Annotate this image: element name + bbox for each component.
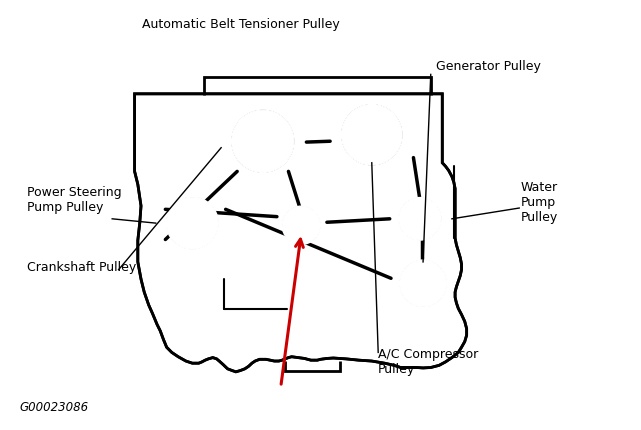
Circle shape bbox=[231, 111, 294, 173]
Text: Power Steering
Pump Pulley: Power Steering Pump Pulley bbox=[27, 186, 122, 214]
Circle shape bbox=[399, 261, 447, 307]
Circle shape bbox=[166, 198, 219, 249]
Circle shape bbox=[282, 207, 320, 245]
Text: G00023086: G00023086 bbox=[19, 400, 88, 413]
Text: Water
Pump
Pulley: Water Pump Pulley bbox=[520, 181, 558, 224]
Text: Generator Pulley: Generator Pulley bbox=[436, 60, 541, 73]
Text: Automatic Belt Tensioner Pulley: Automatic Belt Tensioner Pulley bbox=[142, 18, 339, 31]
Polygon shape bbox=[135, 95, 467, 372]
Text: Crankshaft Pulley: Crankshaft Pulley bbox=[27, 260, 136, 273]
Circle shape bbox=[342, 105, 402, 166]
Text: A/C Compressor
Pulley: A/C Compressor Pulley bbox=[378, 347, 478, 375]
Circle shape bbox=[399, 198, 441, 240]
